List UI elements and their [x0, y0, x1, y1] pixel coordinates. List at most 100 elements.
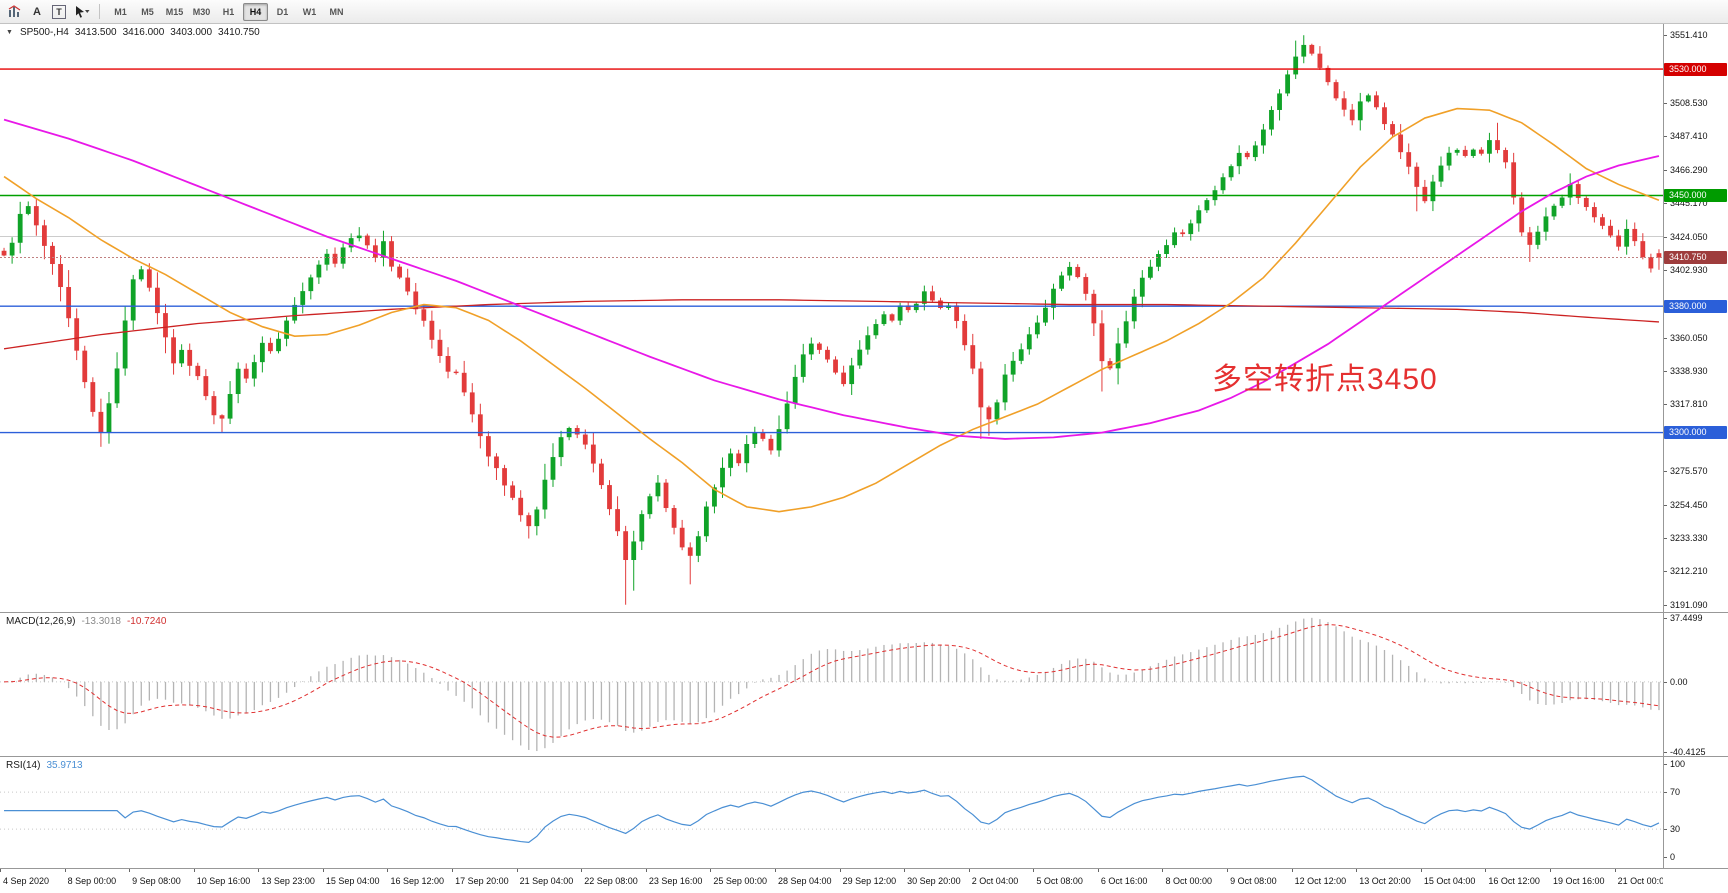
time-tickmark — [710, 869, 712, 872]
candle — [938, 300, 943, 308]
macd-plot[interactable] — [0, 613, 1663, 756]
axis-tick-label: 3466.290 — [1670, 164, 1708, 175]
axis-tickmark — [1663, 504, 1667, 506]
axis-tickmark — [1663, 203, 1667, 205]
timeframe-button-m5[interactable]: M5 — [141, 6, 154, 17]
candle — [1325, 67, 1331, 83]
candle — [251, 362, 257, 379]
axis-tickmark — [1663, 792, 1667, 794]
timeframe-button-h1[interactable]: H1 — [222, 6, 235, 17]
time-label: 23 Sep 16:00 — [648, 876, 703, 886]
time-tickmark — [1291, 869, 1293, 872]
macd-axis[interactable]: 37.4499 0.00 -40.4125 — [1663, 613, 1728, 757]
candle — [227, 394, 233, 419]
candle — [1374, 95, 1379, 108]
candle — [1002, 374, 1008, 403]
candle — [122, 320, 128, 369]
candle — [962, 320, 968, 346]
candle — [1470, 149, 1476, 156]
macd-label-row: MACD(12,26,9) -13.3018 -10.7240 — [6, 616, 166, 627]
candle — [510, 485, 516, 498]
time-label: 19 Oct 16:00 — [1552, 876, 1605, 886]
candle — [695, 536, 701, 556]
rsi-panel: 100 70 30 0 RSI(14) 35.9713 — [0, 757, 1728, 868]
time-tickmark — [516, 869, 518, 872]
candle — [1398, 134, 1404, 153]
candle — [1043, 307, 1048, 323]
axis-tickmark — [1663, 236, 1667, 238]
timeframe-button-d1[interactable]: D1 — [276, 6, 289, 17]
time-tickmark — [129, 869, 131, 872]
candle — [58, 264, 63, 288]
candle — [873, 324, 879, 336]
axis-tick-label: 3360.050 — [1670, 332, 1708, 343]
candle — [1067, 266, 1073, 276]
candle — [171, 337, 176, 364]
pointer-tool-icon[interactable] — [70, 2, 92, 22]
rsi-plot[interactable] — [0, 757, 1663, 868]
candle — [1123, 321, 1129, 344]
candle — [429, 320, 435, 340]
timeframe-button-m15[interactable]: M15 — [165, 6, 184, 17]
candle — [243, 368, 249, 379]
time-tickmark — [774, 869, 776, 872]
axis-tickmark — [1663, 371, 1667, 373]
text-label-tool-icon[interactable]: T — [48, 2, 70, 22]
axis-tick-label: 100 — [1670, 759, 1686, 770]
candle — [146, 269, 152, 288]
candle — [792, 376, 798, 404]
axis-tickmark — [1663, 404, 1667, 406]
candle — [849, 365, 855, 385]
chart-tool-icon[interactable] — [4, 2, 26, 22]
price-badge-3450.000: 3450.000 — [1664, 189, 1727, 202]
candle — [179, 349, 185, 364]
timeframe-button-mn[interactable]: MN — [329, 6, 344, 17]
time-axis[interactable]: 4 Sep 2020 8 Sep 00:00 9 Sep 08:00 10 Sep 1… — [0, 869, 1728, 893]
symbol-dropdown-icon[interactable]: ▼ — [6, 29, 13, 36]
candle — [9, 242, 15, 256]
candle — [1511, 162, 1517, 198]
candle — [1309, 44, 1315, 54]
candle — [1156, 254, 1161, 267]
candle — [1107, 361, 1113, 369]
annotation-text: 多空转折点3450 — [1212, 363, 1438, 396]
candle — [235, 368, 241, 395]
candle — [744, 444, 750, 464]
candle — [897, 305, 903, 321]
candle — [1026, 334, 1032, 350]
main-price-axis[interactable]: 3551.410 3508.530 3487.410 3466.290 3445.170… — [1663, 24, 1728, 612]
macd-signal-line — [4, 624, 1660, 738]
time-tickmark — [1227, 869, 1229, 872]
candle — [1357, 101, 1363, 121]
time-tickmark — [645, 869, 647, 872]
candle — [1503, 150, 1508, 163]
candle — [1164, 245, 1169, 255]
panel-divider[interactable] — [0, 612, 1728, 613]
time-tickmark — [0, 869, 1, 872]
timeframe-button-m30[interactable]: M30 — [192, 6, 211, 17]
candle — [1446, 152, 1452, 166]
candle — [599, 463, 604, 486]
timeframe-button-m1[interactable]: M1 — [114, 6, 127, 17]
candle — [268, 342, 273, 352]
timeframe-button-h4[interactable]: H4 — [243, 2, 268, 21]
candle — [17, 213, 23, 243]
time-tickmark — [1420, 869, 1422, 872]
panel-divider[interactable] — [0, 868, 1728, 869]
candle — [1438, 165, 1444, 182]
timeframe-button-w1[interactable]: W1 — [302, 6, 317, 17]
candle — [1591, 207, 1597, 218]
candle — [913, 303, 919, 311]
axis-tickmark — [1663, 571, 1667, 573]
axis-tickmark — [1663, 681, 1667, 683]
rsi-axis[interactable]: 100 70 30 0 — [1663, 757, 1728, 868]
candle — [1180, 232, 1186, 235]
main-plot[interactable] — [0, 24, 1663, 612]
candle — [865, 335, 871, 350]
text-tool-icon[interactable]: A — [33, 5, 41, 18]
time-tickmark — [322, 869, 324, 872]
candle — [808, 343, 814, 355]
candle — [881, 314, 887, 325]
panel-divider[interactable] — [0, 756, 1728, 757]
